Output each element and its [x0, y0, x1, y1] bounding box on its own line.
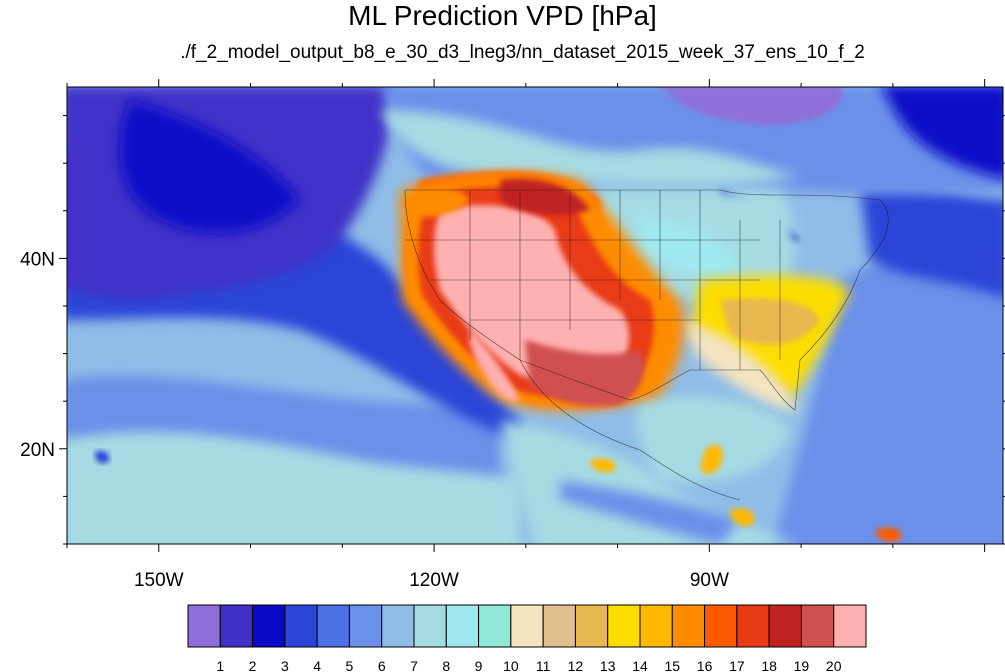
- colorbar-swatch: [833, 604, 867, 648]
- colorbar-label: 16: [697, 658, 713, 672]
- x-tick-label: 90W: [690, 570, 729, 591]
- colorbar-label: 20: [826, 658, 842, 672]
- us-outline: [404, 189, 889, 411]
- mexico-south: [500, 420, 798, 544]
- chart-title: ML Prediction VPD [hPa]: [348, 0, 657, 31]
- small-mexico-dry: [590, 458, 616, 473]
- colorbar-label: 5: [346, 658, 354, 672]
- montana-red: [500, 178, 590, 216]
- colorbar-label: 12: [568, 658, 584, 672]
- colorbar-swatch: [187, 604, 221, 648]
- x-tick-label: 150W: [134, 570, 184, 591]
- colorbar-swatch: [316, 604, 350, 648]
- colorbar-swatch: [284, 604, 318, 648]
- hudson-bay-region: [661, 87, 843, 125]
- map-frame: [66, 86, 1004, 545]
- colorbar-label: 17: [729, 658, 745, 672]
- colorbar-label: 4: [313, 658, 321, 672]
- colorbar-swatch: [478, 604, 512, 648]
- atlantic-north: [860, 187, 1003, 298]
- mexico-outline: [519, 359, 741, 501]
- caribbean-orange: [730, 508, 755, 526]
- colorbar-label: 8: [442, 658, 450, 672]
- gulf-of-mexico: [636, 396, 790, 483]
- colorbar: 1 2 3 4 5 6 7 8 9 10 11 12 13 14 15 16 17 18 19 20: [187, 604, 867, 672]
- colorbar-label: 9: [475, 658, 483, 672]
- colorbar-label: 6: [378, 658, 386, 672]
- caribbean-dry: [875, 527, 901, 542]
- state-grid-2: [405, 239, 760, 321]
- southeast-core: [720, 298, 820, 345]
- colorbar-swatch: [219, 604, 254, 648]
- colorbar-swatch: [574, 604, 609, 648]
- central-band: [640, 215, 740, 274]
- axis-labels: 150W 120W 90W 20N 40N: [20, 249, 729, 591]
- canada-band: [380, 110, 800, 187]
- colorbar-swatch: [413, 604, 447, 648]
- colorbar-label: 15: [664, 658, 680, 672]
- colorbar-label: 2: [249, 658, 257, 672]
- colorbar-label: 1: [216, 658, 224, 672]
- colorbar-swatch: [607, 604, 641, 648]
- colorbar-swatch: [639, 604, 673, 648]
- colorbar-swatch: [768, 604, 802, 648]
- vpd-heatmap: [67, 87, 1003, 544]
- colorbar-label: 18: [761, 658, 777, 672]
- colorbar-swatch: [445, 604, 480, 648]
- colorbar-swatch: [736, 604, 770, 648]
- ocean-deep-pocket: [120, 100, 300, 234]
- baja-core: [469, 330, 520, 402]
- x-tick-label: 120W: [409, 570, 459, 591]
- colorbar-swatch: [800, 604, 835, 648]
- oregon-orange: [405, 188, 470, 217]
- y-tick-label: 20N: [20, 440, 55, 461]
- atlantic: [774, 240, 1003, 544]
- colorbar-swatch: [704, 604, 738, 648]
- colorbar-swatch: [381, 604, 415, 648]
- colorbar-label: 19: [794, 658, 810, 672]
- chart-subtitle: ./f_2_model_output_b8_e_30_d3_lneg3/nn_d…: [180, 42, 865, 63]
- colorbar-swatch: [252, 604, 286, 648]
- hawaii: [94, 450, 110, 464]
- y-tick-label: 40N: [20, 249, 55, 270]
- subtropical-pacific: [67, 431, 520, 544]
- colorbar-label: 13: [600, 658, 616, 672]
- axis-ticks: [59, 79, 1005, 552]
- mexico-plateau: [525, 340, 644, 407]
- central-america: [560, 480, 740, 544]
- colorbar-label: 10: [503, 658, 519, 672]
- labrador-sea: [881, 87, 1003, 179]
- colorbar-label: 7: [410, 658, 418, 672]
- colorbar-swatch: [510, 604, 544, 648]
- southwest-desert-core: [434, 205, 630, 383]
- colorbar-label: 11: [536, 658, 551, 672]
- colorbar-swatch: [348, 604, 383, 648]
- colorbar-label: 14: [632, 658, 648, 672]
- colorbar-label: 3: [281, 658, 289, 672]
- colorbar-swatch: [671, 604, 706, 648]
- colorbar-swatch: [542, 604, 576, 648]
- yucatan-dry: [700, 444, 723, 474]
